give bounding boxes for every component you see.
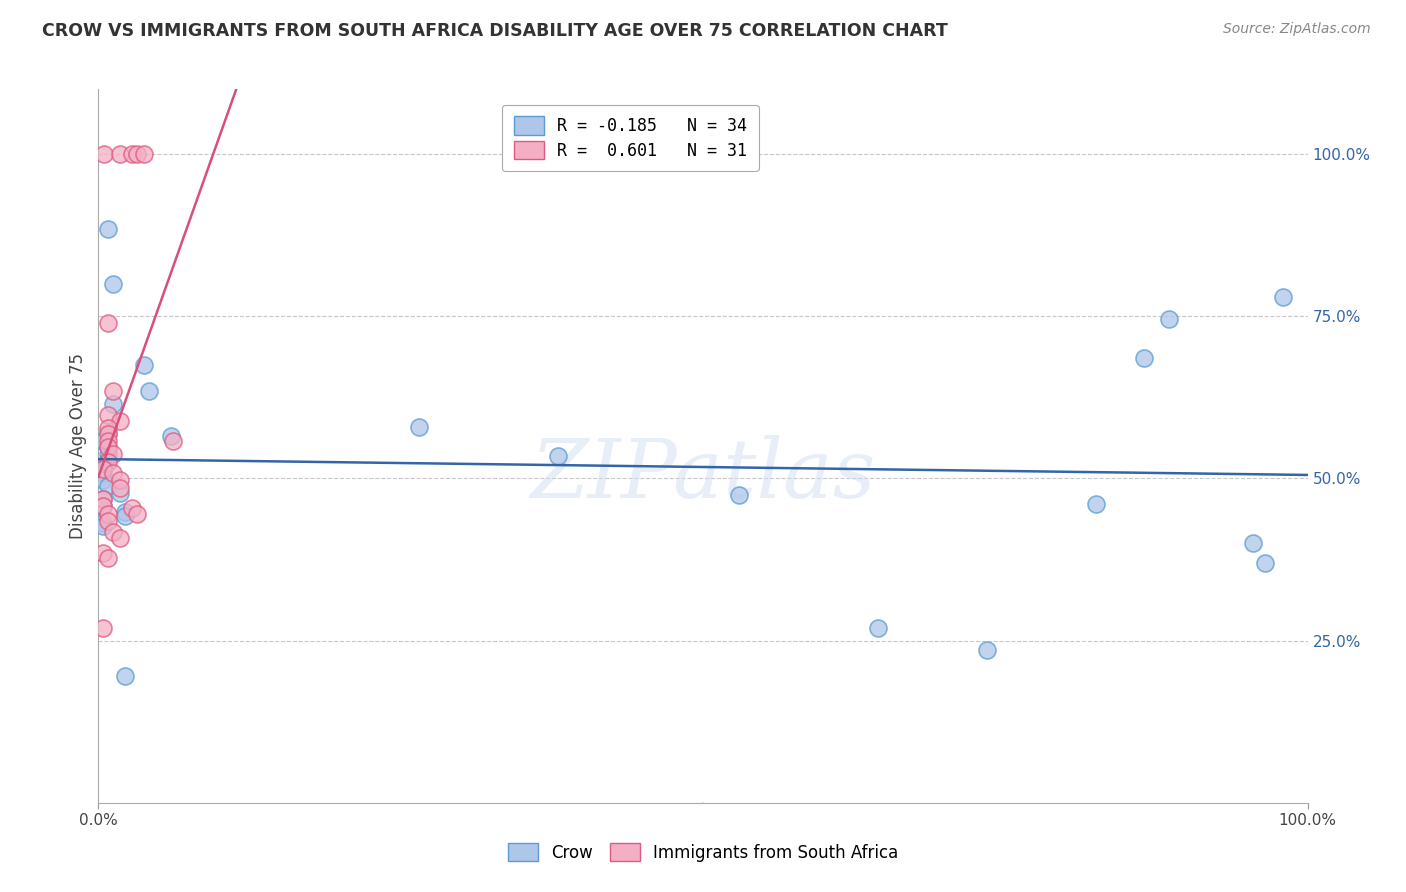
- Point: [97, 455, 120, 469]
- Point: [97, 408, 120, 422]
- Point: [160, 429, 183, 443]
- Point: [97, 427, 120, 442]
- Point: [101, 524, 124, 539]
- Point: [101, 447, 124, 461]
- Point: [91, 499, 114, 513]
- Point: [91, 621, 114, 635]
- Point: [91, 434, 114, 448]
- Point: [1241, 536, 1264, 550]
- Point: [97, 550, 120, 565]
- Point: [134, 147, 156, 161]
- Point: [127, 147, 149, 161]
- Point: [121, 500, 143, 515]
- Point: [101, 277, 124, 291]
- Point: [108, 531, 131, 545]
- Legend: R = -0.185   N = 34, R =  0.601   N = 31: R = -0.185 N = 34, R = 0.601 N = 31: [502, 104, 759, 171]
- Point: [97, 421, 120, 435]
- Point: [97, 440, 120, 454]
- Point: [108, 473, 131, 487]
- Point: [1272, 290, 1295, 304]
- Point: [138, 384, 160, 398]
- Point: [91, 473, 114, 487]
- Point: [1254, 556, 1277, 570]
- Point: [976, 643, 998, 657]
- Point: [134, 358, 156, 372]
- Text: ZIPatlas: ZIPatlas: [530, 434, 876, 515]
- Point: [91, 499, 114, 513]
- Point: [127, 507, 149, 521]
- Point: [101, 467, 124, 481]
- Point: [97, 453, 120, 467]
- Point: [728, 488, 751, 502]
- Point: [162, 434, 184, 448]
- Point: [108, 414, 131, 428]
- Point: [97, 507, 120, 521]
- Point: [91, 516, 114, 530]
- Point: [97, 221, 120, 235]
- Point: [408, 419, 430, 434]
- Point: [91, 461, 114, 475]
- Point: [91, 459, 114, 474]
- Point: [91, 467, 114, 481]
- Point: [91, 519, 114, 533]
- Legend: Crow, Immigrants from South Africa: Crow, Immigrants from South Africa: [499, 835, 907, 871]
- Point: [97, 479, 120, 493]
- Point: [108, 481, 131, 495]
- Point: [97, 434, 120, 448]
- Point: [97, 425, 120, 440]
- Point: [91, 492, 114, 507]
- Point: [108, 147, 131, 161]
- Text: Source: ZipAtlas.com: Source: ZipAtlas.com: [1223, 22, 1371, 37]
- Point: [91, 546, 114, 560]
- Point: [1085, 497, 1108, 511]
- Point: [114, 669, 136, 683]
- Point: [114, 509, 136, 524]
- Point: [91, 492, 114, 507]
- Point: [101, 384, 124, 398]
- Point: [1157, 312, 1180, 326]
- Point: [547, 449, 569, 463]
- Point: [93, 147, 115, 161]
- Point: [97, 447, 120, 461]
- Point: [97, 514, 120, 528]
- Point: [101, 397, 124, 411]
- Y-axis label: Disability Age Over 75: Disability Age Over 75: [69, 353, 87, 539]
- Point: [97, 440, 120, 454]
- Point: [121, 147, 143, 161]
- Point: [114, 505, 136, 519]
- Point: [1133, 351, 1156, 366]
- Point: [108, 485, 131, 500]
- Point: [868, 621, 890, 635]
- Point: [97, 316, 120, 330]
- Text: CROW VS IMMIGRANTS FROM SOUTH AFRICA DISABILITY AGE OVER 75 CORRELATION CHART: CROW VS IMMIGRANTS FROM SOUTH AFRICA DIS…: [42, 22, 948, 40]
